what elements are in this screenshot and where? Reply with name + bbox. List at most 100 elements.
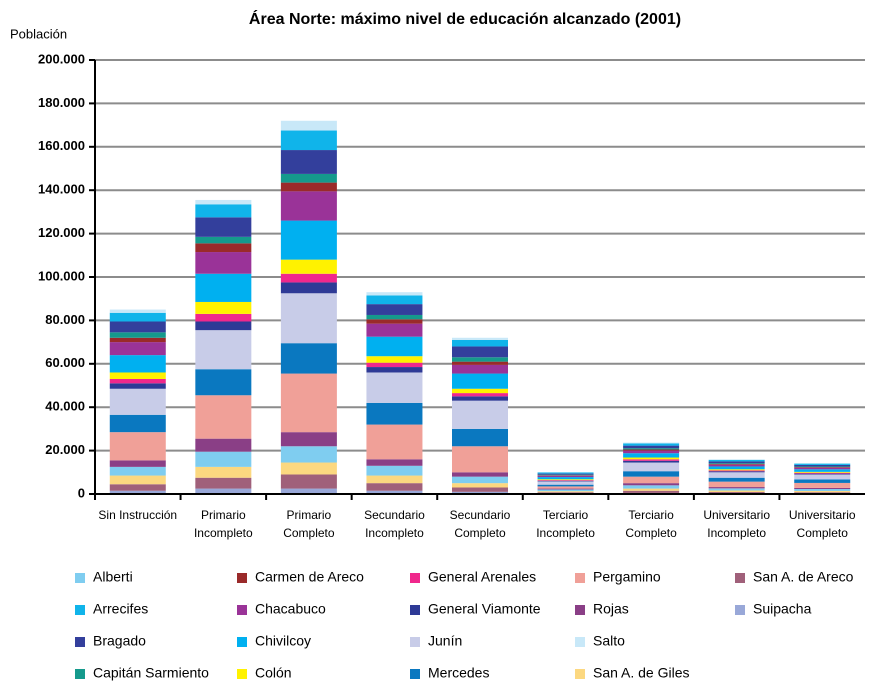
bar-segment [452, 339, 508, 347]
bar-segment [366, 367, 423, 373]
bar-segment [280, 282, 337, 294]
bar-segment [366, 336, 423, 357]
chart-title: Área Norte: máximo nivel de educación al… [249, 9, 681, 28]
bar-segment [794, 482, 851, 488]
bar-segment [195, 313, 252, 322]
y-tick-label: 180.000 [38, 95, 85, 110]
legend-swatch [237, 573, 247, 583]
bar-segment [366, 314, 423, 320]
bar-segment [623, 462, 680, 472]
bar-segment [794, 487, 851, 490]
y-tick-label: 120.000 [38, 225, 85, 240]
bar-segment [537, 480, 594, 482]
bar-segment [109, 460, 166, 467]
bar-segment [452, 393, 508, 397]
bar-segment [366, 402, 423, 425]
bar-segment [623, 460, 680, 463]
bar-segment [109, 321, 166, 333]
x-tick-label: Universitario Completo [788, 508, 856, 540]
legend-label: Rojas [593, 601, 629, 617]
bar-segment [623, 453, 680, 458]
bar-segment [623, 485, 680, 489]
legend-swatch [237, 605, 247, 615]
y-tick-label: 40.000 [45, 399, 85, 414]
bar-segment [708, 464, 765, 465]
bar-segment [708, 469, 765, 471]
bar-segment [623, 471, 680, 477]
bar-segment [623, 488, 680, 491]
bar-segment [195, 217, 252, 237]
bar-segment [280, 343, 337, 374]
y-tick-label: 60.000 [45, 355, 85, 370]
bar-segment [109, 466, 166, 476]
legend-label: Salto [593, 633, 625, 649]
bar-segment [623, 442, 680, 444]
bar-segment [794, 464, 851, 467]
bar-segment [708, 487, 765, 489]
bar-segment [280, 259, 337, 274]
y-axis-label: Población [10, 26, 67, 41]
legend-label: Chacabuco [255, 601, 326, 617]
x-tick-label: Sin Instrucción [98, 508, 178, 522]
legend-label: Mercedes [428, 665, 489, 681]
legend-swatch [410, 669, 420, 679]
bar-segment [623, 450, 680, 454]
bar-segment [794, 466, 851, 468]
legend-label: San A. de Areco [753, 569, 854, 585]
y-tick-label: 80.000 [45, 312, 85, 327]
bar-segment [109, 309, 166, 313]
legend-label: General Viamonte [428, 601, 541, 617]
bar-segment [195, 466, 252, 478]
bar-segment [366, 295, 423, 305]
bar-segment [623, 449, 680, 451]
bar-segment [195, 273, 252, 302]
bar-segment [366, 475, 423, 484]
bar-segment [195, 199, 252, 205]
bar-segment [109, 355, 166, 373]
bar-segment [280, 130, 337, 151]
bar-segment [623, 459, 680, 461]
bar-segment [280, 432, 337, 447]
bar-segment [366, 465, 423, 476]
bar-segment [195, 451, 252, 467]
bar-segment [794, 463, 851, 465]
bar-segment [109, 378, 166, 384]
legend-swatch [410, 637, 420, 647]
bar-segment [109, 342, 166, 356]
bar-segment [109, 383, 166, 389]
bar-segment [109, 337, 166, 343]
bar-segment [794, 472, 851, 474]
bar-segment [537, 491, 594, 493]
bar-segment [537, 480, 594, 481]
bar-segment [109, 432, 166, 461]
bar-segment [280, 293, 337, 344]
legend-swatch [75, 573, 85, 583]
x-tick-label: Terciario Completo [625, 508, 677, 540]
bar-segment [195, 477, 252, 489]
legend-label: Arrecifes [93, 601, 148, 617]
bar-segment [794, 492, 851, 494]
bar-segment [280, 373, 337, 433]
bar-segment [452, 491, 508, 494]
bar-segment [537, 475, 594, 478]
bar-segment [537, 492, 594, 494]
y-tick-label: 100.000 [38, 268, 85, 283]
bar-segment [794, 479, 851, 483]
x-tick-label: Secundario Incompleto [364, 508, 425, 540]
bar-segment [366, 362, 423, 368]
bar-segment [195, 252, 252, 274]
bar-segment [109, 475, 166, 485]
legend-label: Junín [428, 633, 462, 649]
bar-segment [794, 489, 851, 491]
bar-segment [452, 400, 508, 429]
legend-swatch [75, 637, 85, 647]
bar-segment [109, 312, 166, 322]
legend-swatch [575, 573, 585, 583]
x-tick-label: Secundario Completo [449, 508, 511, 540]
legend-swatch [575, 637, 585, 647]
bar-segment [366, 319, 423, 324]
y-tick-label: 200.000 [38, 51, 85, 66]
bar-segment [195, 301, 252, 314]
legend-label: Suipacha [753, 601, 812, 617]
